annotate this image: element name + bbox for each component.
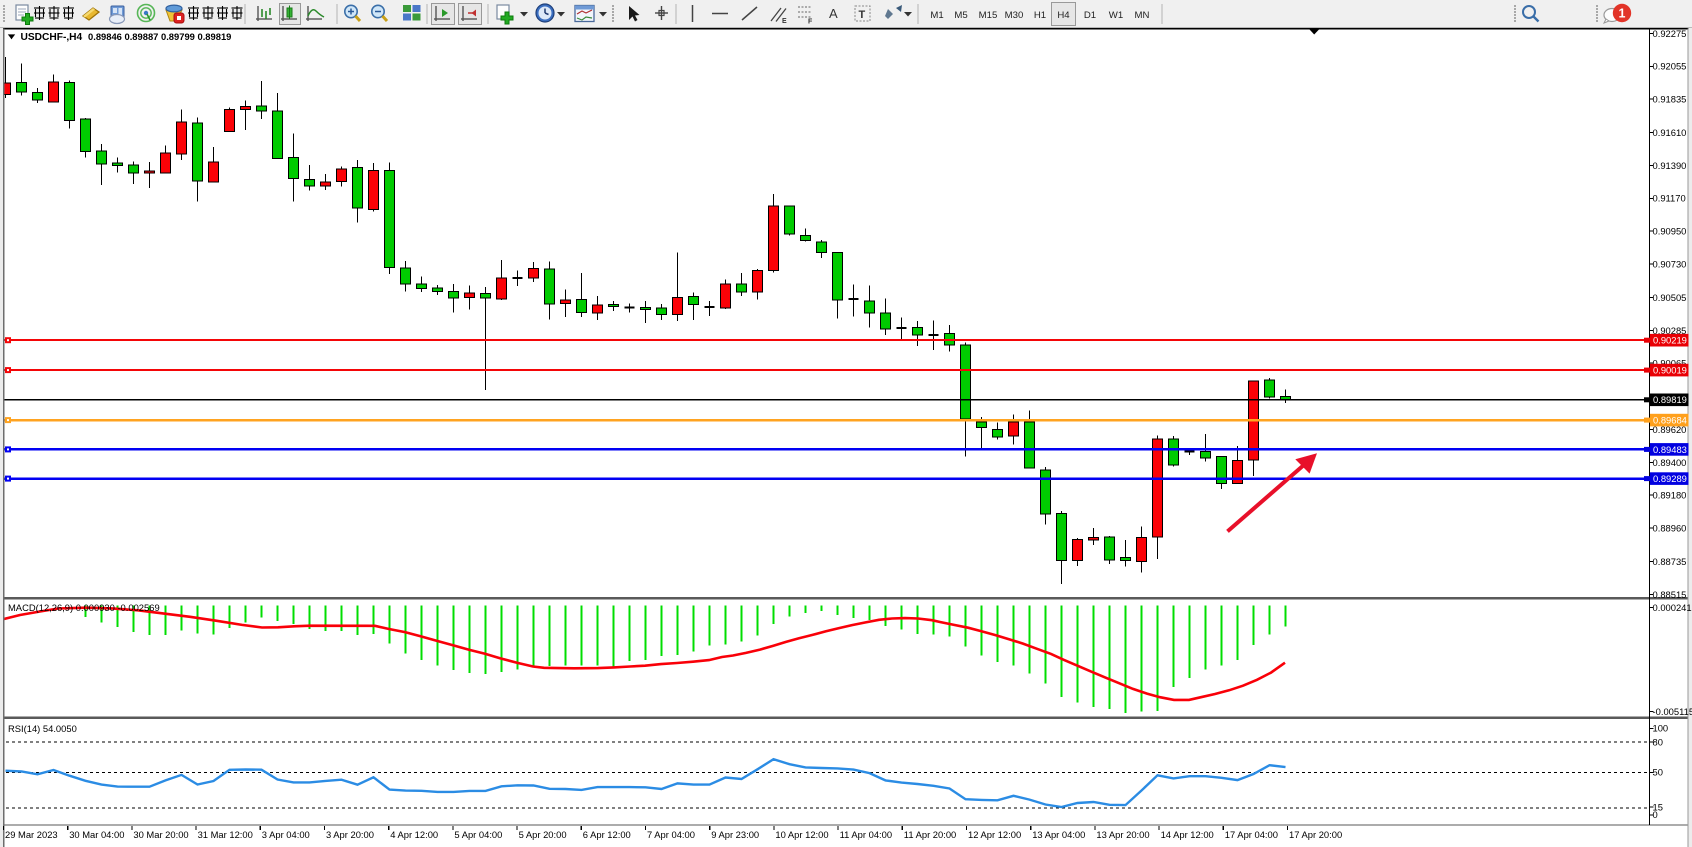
svg-text:80: 80	[1653, 736, 1663, 747]
svg-text:12 Apr 12:00: 12 Apr 12:00	[968, 829, 1021, 840]
svg-text:0.90019: 0.90019	[1653, 365, 1687, 376]
svg-text:0.88960: 0.88960	[1653, 523, 1687, 534]
svg-text:0.91835: 0.91835	[1653, 94, 1687, 105]
svg-text:M5: M5	[954, 10, 967, 21]
svg-text:0.89483: 0.89483	[1653, 444, 1687, 455]
svg-text:30 Mar 20:00: 30 Mar 20:00	[133, 829, 188, 840]
svg-text:0.90950: 0.90950	[1653, 226, 1687, 237]
svg-text:100: 100	[1653, 723, 1669, 734]
svg-text:0.000241: 0.000241	[1653, 602, 1692, 613]
svg-text:0.89289: 0.89289	[1653, 473, 1687, 484]
svg-text:M15: M15	[979, 10, 998, 21]
svg-text:E: E	[782, 18, 787, 25]
svg-text:W1: W1	[1109, 10, 1123, 21]
svg-text:6 Apr 12:00: 6 Apr 12:00	[583, 829, 631, 840]
svg-text:0.90285: 0.90285	[1653, 325, 1687, 336]
svg-text:0.90219: 0.90219	[1653, 335, 1687, 346]
svg-text:MACD(12,26,9) 0.000930 -0.0025: MACD(12,26,9) 0.000930 -0.002569	[8, 602, 160, 613]
svg-text:MN: MN	[1135, 10, 1150, 21]
svg-text:0: 0	[1653, 809, 1658, 820]
svg-text:0.88735: 0.88735	[1653, 556, 1687, 567]
svg-text:11 Apr 20:00: 11 Apr 20:00	[904, 829, 956, 840]
svg-text:1: 1	[1619, 7, 1626, 21]
svg-text:0.91170: 0.91170	[1653, 193, 1686, 204]
svg-text:29 Mar 2023: 29 Mar 2023	[5, 829, 58, 840]
svg-text:7 Apr 04:00: 7 Apr 04:00	[647, 829, 695, 840]
svg-text:M30: M30	[1005, 10, 1024, 21]
svg-text:0.92275: 0.92275	[1653, 28, 1687, 39]
svg-text:T: T	[859, 9, 866, 21]
svg-text:F: F	[808, 19, 813, 26]
svg-text:H1: H1	[1034, 10, 1046, 21]
svg-text:5 Apr 20:00: 5 Apr 20:00	[519, 829, 567, 840]
svg-text:RSI(14) 54.0050: RSI(14) 54.0050	[8, 723, 77, 734]
svg-text:0.89620: 0.89620	[1653, 424, 1687, 435]
svg-text:13 Apr 20:00: 13 Apr 20:00	[1096, 829, 1149, 840]
svg-text:0.90065: 0.90065	[1653, 358, 1687, 369]
svg-text:17 Apr 04:00: 17 Apr 04:00	[1225, 829, 1278, 840]
svg-text:9 Apr 23:00: 9 Apr 23:00	[711, 829, 759, 840]
svg-text:0.91390: 0.91390	[1653, 160, 1687, 171]
svg-text:H4: H4	[1057, 10, 1070, 21]
svg-text:30 Mar 04:00: 30 Mar 04:00	[69, 829, 124, 840]
svg-text:0.89684: 0.89684	[1653, 415, 1687, 426]
svg-text:13 Apr 04:00: 13 Apr 04:00	[1032, 829, 1085, 840]
svg-text:31 Mar 12:00: 31 Mar 12:00	[198, 829, 253, 840]
svg-text:USDCHF-,H4: USDCHF-,H4	[21, 32, 83, 43]
svg-text:0.89400: 0.89400	[1653, 457, 1687, 468]
svg-text:0.89180: 0.89180	[1653, 490, 1687, 501]
svg-text:0.91610: 0.91610	[1653, 127, 1687, 138]
svg-text:11 Apr 04:00: 11 Apr 04:00	[840, 829, 892, 840]
svg-text:4 Apr 12:00: 4 Apr 12:00	[390, 829, 438, 840]
svg-text:0.89846 0.89887 0.89799 0.8981: 0.89846 0.89887 0.89799 0.89819	[88, 31, 231, 42]
svg-text:0.90505: 0.90505	[1653, 292, 1687, 303]
svg-text:50: 50	[1653, 767, 1663, 778]
svg-text:14 Apr 12:00: 14 Apr 12:00	[1161, 829, 1214, 840]
svg-text:0.89819: 0.89819	[1653, 394, 1687, 405]
svg-text:15: 15	[1653, 801, 1663, 812]
svg-text:-0.005115: -0.005115	[1653, 706, 1692, 717]
svg-text:5 Apr 04:00: 5 Apr 04:00	[454, 829, 502, 840]
svg-text:17 Apr 20:00: 17 Apr 20:00	[1289, 829, 1342, 840]
svg-text:3 Apr 04:00: 3 Apr 04:00	[262, 829, 310, 840]
svg-text:0.88515: 0.88515	[1653, 589, 1687, 600]
svg-text:A: A	[829, 6, 838, 21]
svg-text:D1: D1	[1084, 10, 1096, 21]
svg-text:0.92055: 0.92055	[1653, 61, 1687, 72]
svg-text:3 Apr 20:00: 3 Apr 20:00	[326, 829, 374, 840]
svg-text:10 Apr 12:00: 10 Apr 12:00	[775, 829, 828, 840]
svg-text:M1: M1	[930, 10, 943, 21]
svg-text:0.90730: 0.90730	[1653, 258, 1687, 269]
